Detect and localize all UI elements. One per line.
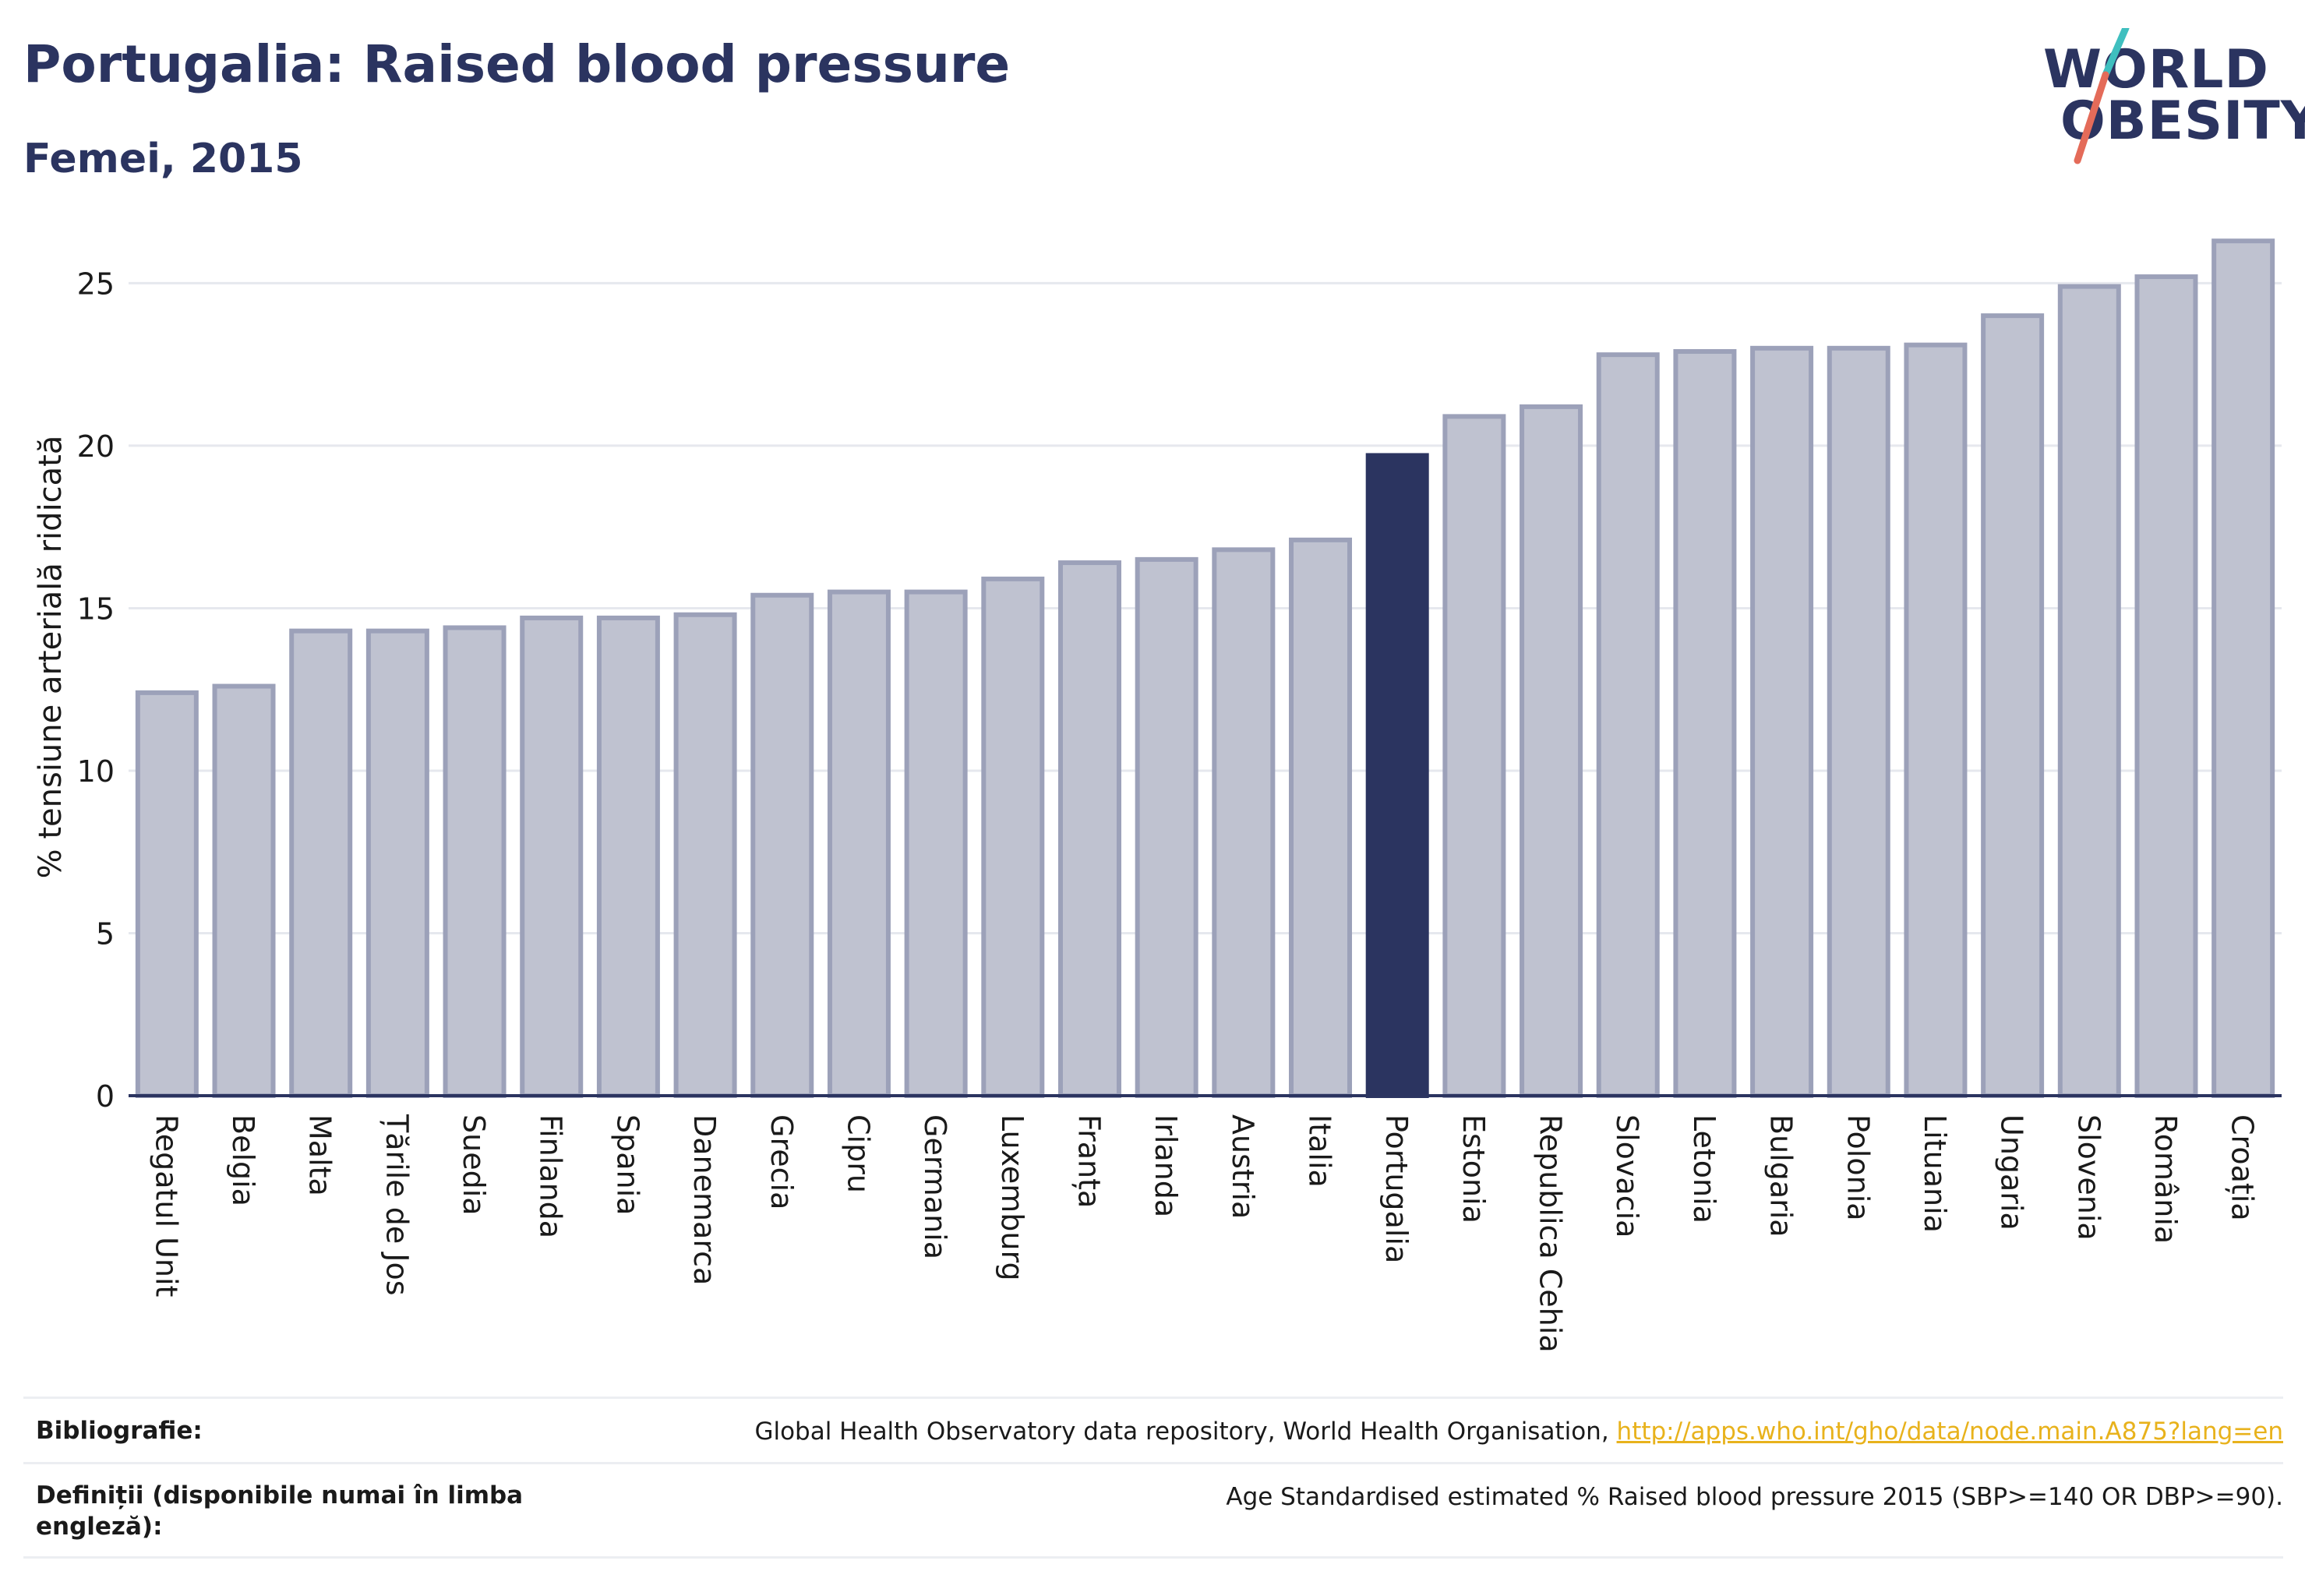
x-tick-label: Belgia — [226, 1114, 260, 1206]
x-tick-label: Bulgaria — [1764, 1114, 1798, 1238]
x-tick-label: Finlanda — [534, 1114, 568, 1238]
bar-suedia[interactable] — [443, 625, 507, 1098]
bar-regatul-unit[interactable] — [135, 690, 199, 1098]
bar-germania[interactable] — [904, 589, 968, 1098]
bar-spania[interactable] — [596, 615, 660, 1098]
definitions-value: Age Standardised estimated % Raised bloo… — [1226, 1483, 2283, 1511]
chart-subtitle: Femei, 2015 — [23, 136, 303, 182]
x-tick-label: Danemarca — [687, 1114, 722, 1285]
definitions-label: Definiții (disponibile numai în limba en… — [36, 1481, 524, 1541]
bar-austria[interactable] — [1212, 547, 1276, 1098]
bars — [135, 238, 2275, 1099]
x-tick-label: Germania — [918, 1114, 952, 1259]
x-tick-label: Polonia — [1841, 1114, 1875, 1221]
y-tick-label: 10 — [77, 754, 115, 789]
world-obesity-logo[interactable]: WORLD OBESITY — [2026, 28, 2305, 168]
y-tick-label: 0 — [96, 1079, 115, 1114]
bar-ungaria[interactable] — [1981, 313, 2045, 1099]
y-tick-label: 5 — [96, 916, 115, 951]
x-tick-label: Suedia — [457, 1114, 491, 1216]
bar-malta[interactable] — [289, 628, 353, 1098]
bibliography-text: Global Health Observatory data repositor… — [754, 1418, 1617, 1446]
logo-slash-icon — [2074, 28, 2130, 164]
bar-irlanda[interactable] — [1135, 556, 1198, 1098]
x-tick-label: Malta — [303, 1114, 337, 1196]
bar-danemarca[interactable] — [673, 612, 737, 1098]
bar-grecia[interactable] — [750, 592, 814, 1098]
bibliography-value: Global Health Observatory data repositor… — [754, 1418, 2283, 1446]
bar-portugalia[interactable] — [1365, 453, 1429, 1099]
x-tick-label: Irlanda — [1149, 1114, 1183, 1217]
x-tick-label: Austria — [1226, 1114, 1260, 1219]
chart-title: Portugalia: Raised blood pressure — [23, 34, 1011, 94]
x-tick-label: România — [2148, 1114, 2183, 1244]
x-tick-label: Franța — [1071, 1114, 1106, 1208]
bar-cipru[interactable] — [827, 589, 891, 1098]
bar-slovenia[interactable] — [2057, 284, 2121, 1099]
x-tick-label: Grecia — [764, 1114, 799, 1209]
logo-line-2: OBESITY — [2060, 90, 2305, 152]
bar-republica-cehia[interactable] — [1520, 404, 1583, 1098]
logo-line-1: WORLD — [2043, 39, 2269, 101]
y-tick-label: 15 — [77, 591, 115, 626]
bibliography-label: Bibliografie: — [36, 1417, 203, 1445]
bar-franța[interactable] — [1057, 560, 1121, 1098]
y-axis-ticks: 0 5 10 15 20 25 — [77, 267, 115, 1114]
x-tick-label: Republica Cehia — [1534, 1114, 1568, 1353]
bar-belgia[interactable] — [212, 683, 276, 1098]
bar-slovacia[interactable] — [1596, 352, 1660, 1098]
definitions-row: Definiții (disponibile numai în limba en… — [23, 1462, 2283, 1559]
x-tick-label: Slovacia — [1610, 1114, 1644, 1238]
x-tick-label: Luxemburg — [995, 1114, 1029, 1281]
x-tick-label: Regatul Unit — [149, 1114, 183, 1297]
bar-lituania[interactable] — [1904, 342, 1968, 1098]
footer: Bibliografie: Global Health Observatory … — [23, 1396, 2283, 1559]
x-tick-label: Spania — [610, 1114, 644, 1215]
y-axis-label: % tensiune arterială ridicată — [33, 436, 69, 879]
bar-polonia[interactable] — [1827, 345, 1890, 1098]
bar-țările-de-jos[interactable] — [365, 628, 429, 1098]
y-tick-label: 20 — [77, 429, 115, 464]
x-tick-label: Cipru — [841, 1114, 875, 1193]
x-tick-label: Croația — [2226, 1114, 2260, 1221]
bar-chart: 0 5 10 15 20 25 Regatul Unit Belgia Malta Țările… — [33, 238, 2282, 1353]
bar-finlanda[interactable] — [520, 615, 584, 1098]
x-tick-label: Țările de Jos — [379, 1114, 414, 1296]
bar-bulgaria[interactable] — [1750, 345, 1814, 1098]
x-tick-label: Slovenia — [2071, 1114, 2106, 1241]
bar-letonia[interactable] — [1673, 348, 1737, 1099]
x-tick-label: Italia — [1303, 1114, 1337, 1188]
bar-luxemburg[interactable] — [981, 576, 1045, 1098]
bar-croația[interactable] — [2211, 238, 2275, 1098]
x-tick-label: Estonia — [1456, 1114, 1491, 1223]
bar-italia[interactable] — [1289, 537, 1353, 1099]
bibliography-link[interactable]: http://apps.who.int/gho/data/node.main.A… — [1616, 1418, 2283, 1446]
bar-estonia[interactable] — [1442, 414, 1506, 1098]
bar-românia[interactable] — [2134, 274, 2198, 1099]
x-tick-label: Lituania — [1918, 1114, 1952, 1233]
x-tick-label: Letonia — [1687, 1114, 1721, 1223]
x-axis-ticks: Regatul Unit Belgia Malta Țările de Jos Sued… — [149, 1114, 2259, 1353]
y-tick-label: 25 — [77, 267, 115, 301]
x-tick-label: Portugalia — [1379, 1114, 1414, 1263]
x-tick-label: Ungaria — [1995, 1114, 2029, 1231]
bibliography-row: Bibliografie: Global Health Observatory … — [23, 1396, 2283, 1462]
